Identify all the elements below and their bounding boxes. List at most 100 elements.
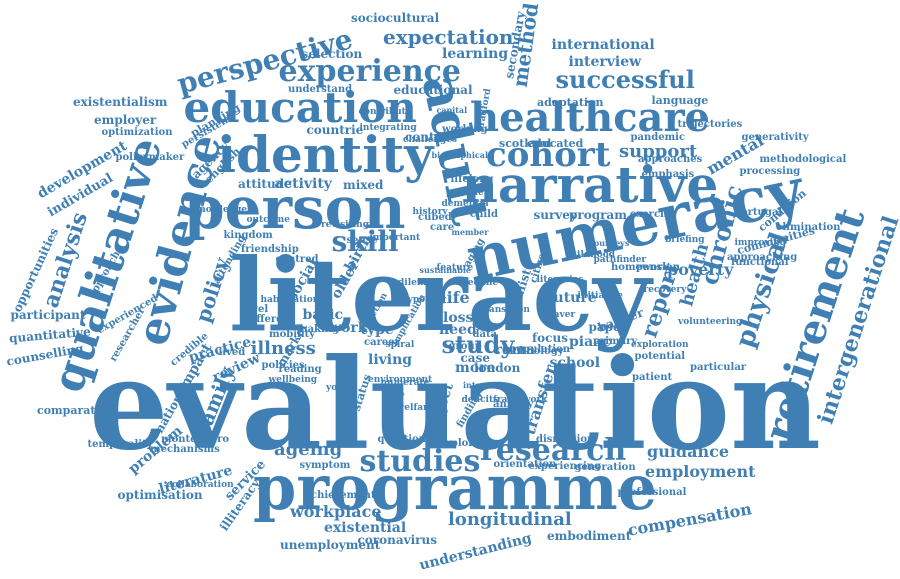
cloud-word: survey xyxy=(533,208,577,222)
cloud-word: basic xyxy=(302,307,344,323)
cloud-word: program xyxy=(569,208,627,222)
cloud-word: recovery xyxy=(643,284,687,295)
cloud-word: generativity xyxy=(741,132,809,143)
cloud-word: pathfinder xyxy=(593,254,647,265)
cloud-word: need xyxy=(439,322,477,338)
cloud-word: kingdom xyxy=(223,230,273,241)
cloud-word: workplace xyxy=(290,502,382,521)
cloud-word: challenges xyxy=(403,134,458,145)
cloud-word: cubed xyxy=(418,212,452,223)
cloud-word: sustainable xyxy=(419,265,471,275)
cloud-word: piaac xyxy=(569,334,611,350)
cloud-word: centred xyxy=(275,254,319,265)
cloud-word: mobility xyxy=(269,329,316,340)
cloud-word: embodiment xyxy=(547,529,632,543)
cloud-word: existential xyxy=(324,520,407,536)
cloud-word: context xyxy=(405,130,455,144)
cloud-word: orientation xyxy=(493,459,557,470)
cloud-word: approaching xyxy=(727,252,798,263)
cloud-word: attitude xyxy=(238,177,292,191)
cloud-word: policymaker xyxy=(115,152,185,163)
cloud-word: numerate xyxy=(380,377,430,388)
cloud-word: homework xyxy=(611,262,670,273)
cloud-word: study xyxy=(441,330,515,359)
cloud-word: more xyxy=(455,360,496,376)
cloud-word: technology xyxy=(502,346,564,357)
cloud-word: loss xyxy=(443,310,474,326)
cloud-word: question xyxy=(377,434,427,445)
cloud-word: data xyxy=(472,329,498,340)
cloud-word: child xyxy=(470,209,498,220)
cloud-word: educated xyxy=(527,136,584,150)
cloud-word: expectation xyxy=(383,25,514,49)
cloud-word: symptom xyxy=(299,460,351,471)
cloud-word: programme xyxy=(253,451,658,524)
cloud-word: integrating xyxy=(359,122,417,133)
cloud-word: pandemic xyxy=(630,132,686,143)
cloud-word: guidance xyxy=(647,442,730,461)
cloud-word: revisiting xyxy=(321,219,370,230)
cloud-word: experience xyxy=(278,54,462,89)
cloud-word: studies xyxy=(359,444,481,479)
cloud-word: framework xyxy=(493,394,548,405)
cloud-word: lived xyxy=(218,347,246,358)
cloud-word: achievement xyxy=(304,490,376,501)
cloud-word: selection xyxy=(301,47,363,61)
cloud-word: patient xyxy=(632,372,673,383)
cloud-word: deficits xyxy=(461,394,499,405)
cloud-word: exploration xyxy=(631,339,689,350)
cloud-word: volunteering xyxy=(678,316,743,327)
cloud-word: primary xyxy=(593,336,638,347)
cloud-word: interaction xyxy=(463,380,513,390)
cloud-word: optimization xyxy=(101,127,173,138)
cloud-word: education xyxy=(183,83,417,132)
cloud-word: employment xyxy=(645,462,756,481)
cloud-word: dilemma xyxy=(398,277,442,288)
cloud-word: wellbeing xyxy=(268,374,318,385)
cloud-word: work xyxy=(329,320,368,336)
cloud-word: learning xyxy=(442,46,509,62)
cloud-word: scotland xyxy=(499,136,552,150)
cloud-word: exercise xyxy=(630,209,676,220)
cloud-word: professional xyxy=(617,487,687,498)
cloud-word: career xyxy=(364,337,400,348)
cloud-word: comparative xyxy=(37,403,114,417)
cloud-word: mechanisms xyxy=(150,444,220,455)
cloud-word: provide xyxy=(446,187,484,198)
cloud-word: working xyxy=(442,124,488,135)
cloud-word: member xyxy=(451,227,489,237)
cloud-word: population xyxy=(509,344,571,355)
cloud-word: particular xyxy=(690,362,747,373)
cloud-word: temporality xyxy=(87,439,153,450)
cloud-word: countrie xyxy=(306,123,364,137)
cloud-word: leaver xyxy=(544,309,576,320)
cloud-word: experiencing xyxy=(528,461,602,472)
cloud-word: identity xyxy=(217,125,434,184)
cloud-word: initiative xyxy=(577,290,623,301)
cloud-word: sociocultural xyxy=(351,11,440,25)
cloud-word: biographical xyxy=(431,150,489,160)
cloud-word: poverty xyxy=(667,260,734,279)
cloud-word: activity xyxy=(274,176,332,192)
cloud-word: successful xyxy=(555,65,695,94)
cloud-word: different xyxy=(245,314,295,325)
cloud-word: making xyxy=(297,324,340,335)
cloud-word: evaluation xyxy=(89,331,821,478)
cloud-word: policies xyxy=(261,360,305,371)
cloud-word: optimisation xyxy=(117,488,203,502)
cloud-word: pension xyxy=(636,262,680,273)
cloud-word: important xyxy=(369,232,421,243)
cloud-word: portugal xyxy=(734,207,783,218)
cloud-word: potential xyxy=(634,351,686,362)
cloud-word: coronavirus xyxy=(357,533,437,547)
cloud-word: processing xyxy=(739,166,801,177)
cloud-word: research xyxy=(480,433,627,468)
cloud-word: contribute xyxy=(358,106,412,117)
cloud-word: living xyxy=(368,352,413,368)
cloud-word: healthcare xyxy=(470,94,710,141)
cloud-word: type xyxy=(360,322,394,338)
cloud-word: existentialism xyxy=(73,95,168,109)
cloud-word: childhood xyxy=(565,249,615,260)
cloud-word: level xyxy=(242,304,269,315)
